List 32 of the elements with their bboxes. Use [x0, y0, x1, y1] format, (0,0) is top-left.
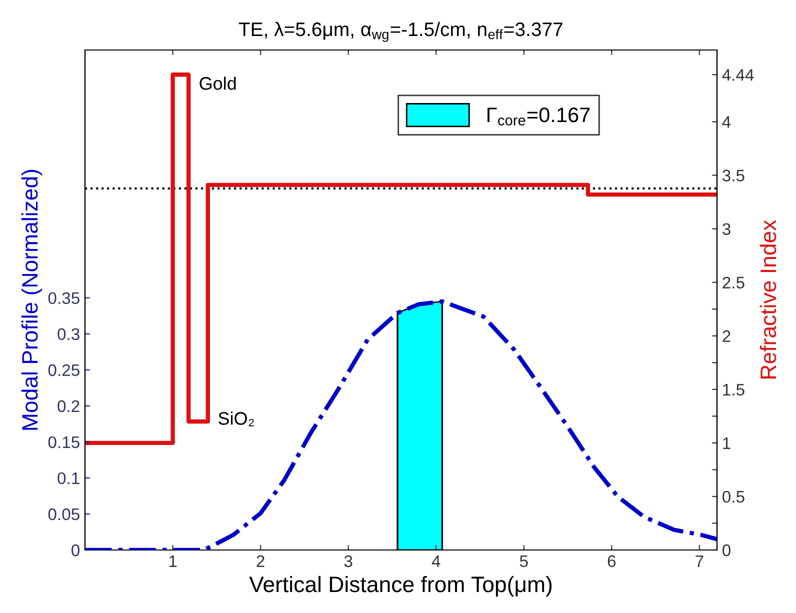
- y2-tick-label: 3.5: [722, 170, 744, 182]
- y2-axis-title: Refractive Index: [760, 220, 776, 378]
- annotation: Gold: [200, 76, 236, 90]
- chart-title: TE, λ=5.6μm, α$_{wg}$=-1.5/cm, n$_{eff}$=3.377: [238, 22, 562, 42]
- y-tick-label: 0.35: [48, 292, 80, 304]
- y-tick-label: 0.3: [58, 328, 80, 340]
- x-tick-label: 5: [520, 555, 528, 568]
- y-tick-label: 0.05: [48, 508, 80, 520]
- y2-tick-label: 1: [723, 438, 730, 449]
- x-tick-label: 7: [696, 555, 704, 567]
- y-tick-label: 0: [72, 544, 80, 556]
- x-tick-label: 4: [432, 555, 440, 567]
- y2-tick-label: 4.44: [722, 69, 754, 81]
- x-tick-label: 6: [608, 555, 616, 568]
- y-tick-label: 0.1: [58, 472, 80, 484]
- y2-tick-label: 0: [722, 544, 730, 556]
- annotation: SiO₂: [218, 412, 254, 426]
- y2-tick-label: 1.5: [723, 384, 744, 396]
- y-tick-label: 0.15: [48, 436, 80, 448]
- y2-tick-label: 0.5: [722, 490, 744, 503]
- y2-tick-label: 2.5: [722, 276, 744, 289]
- x-tick-label: 3: [344, 555, 352, 568]
- y2-tick-label: 2: [722, 330, 730, 342]
- y-tick-label: 0.25: [48, 364, 80, 376]
- y2-tick-label: 3: [722, 223, 730, 236]
- x-tick-label: 1: [169, 555, 177, 567]
- y-tick-label: 0.2: [58, 400, 80, 412]
- x-axis-title: Vertical Distance from Top(μm): [249, 576, 552, 597]
- legend-label: Γ$_{core}$=0.167: [488, 108, 590, 126]
- y2-tick-label: 4: [722, 116, 731, 128]
- y-axis-title: Modal Profile (Normalized): [21, 170, 42, 430]
- x-tick-label: 2: [256, 555, 264, 567]
